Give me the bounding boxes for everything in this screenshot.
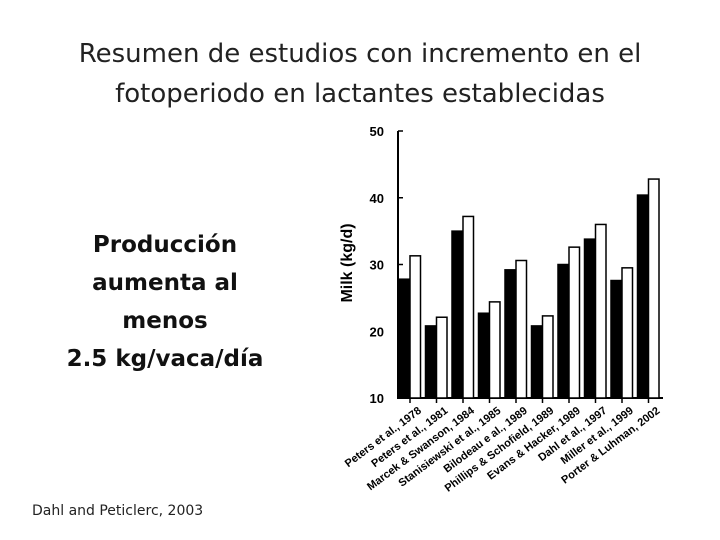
slide-title: Resumen de estudios con incremento en el…	[30, 34, 690, 114]
bar	[594, 223, 607, 399]
y-axis-label: Milk (kg/d)	[339, 223, 356, 302]
production-claim: Producción aumenta al menos 2.5 kg/vaca/…	[30, 226, 300, 378]
bar	[477, 312, 490, 399]
bar	[583, 238, 596, 399]
bar	[488, 301, 501, 399]
bar	[409, 255, 422, 399]
bar	[451, 230, 464, 399]
claim-line-3: menos	[122, 308, 208, 334]
bar	[647, 178, 660, 399]
bar	[530, 325, 543, 399]
y-tick-label: 40	[370, 191, 384, 206]
claim-line-4: 2.5 kg/vaca/día	[66, 346, 264, 372]
bar	[636, 194, 649, 399]
claim-line-2: aumenta al	[92, 270, 238, 296]
bar	[557, 263, 570, 399]
y-tick-label: 50	[370, 124, 384, 139]
bar	[621, 267, 634, 399]
bar	[610, 279, 623, 399]
title-line-1: Resumen de estudios con incremento en el	[78, 39, 642, 69]
bar	[462, 215, 475, 399]
title-line-2: fotoperiodo en lactantes establecidas	[115, 79, 605, 109]
bar	[504, 269, 517, 399]
bar	[568, 246, 581, 399]
bar	[424, 325, 437, 399]
citation: Dahl and Peticlerc, 2003	[32, 503, 204, 519]
bar	[541, 315, 554, 399]
claim-line-1: Producción	[92, 232, 238, 258]
bar	[515, 259, 528, 399]
bar	[398, 278, 411, 399]
y-tick-label: 10	[370, 391, 384, 406]
y-tick-label: 30	[370, 258, 384, 273]
y-tick-label: 20	[370, 324, 384, 339]
bar	[435, 316, 448, 399]
